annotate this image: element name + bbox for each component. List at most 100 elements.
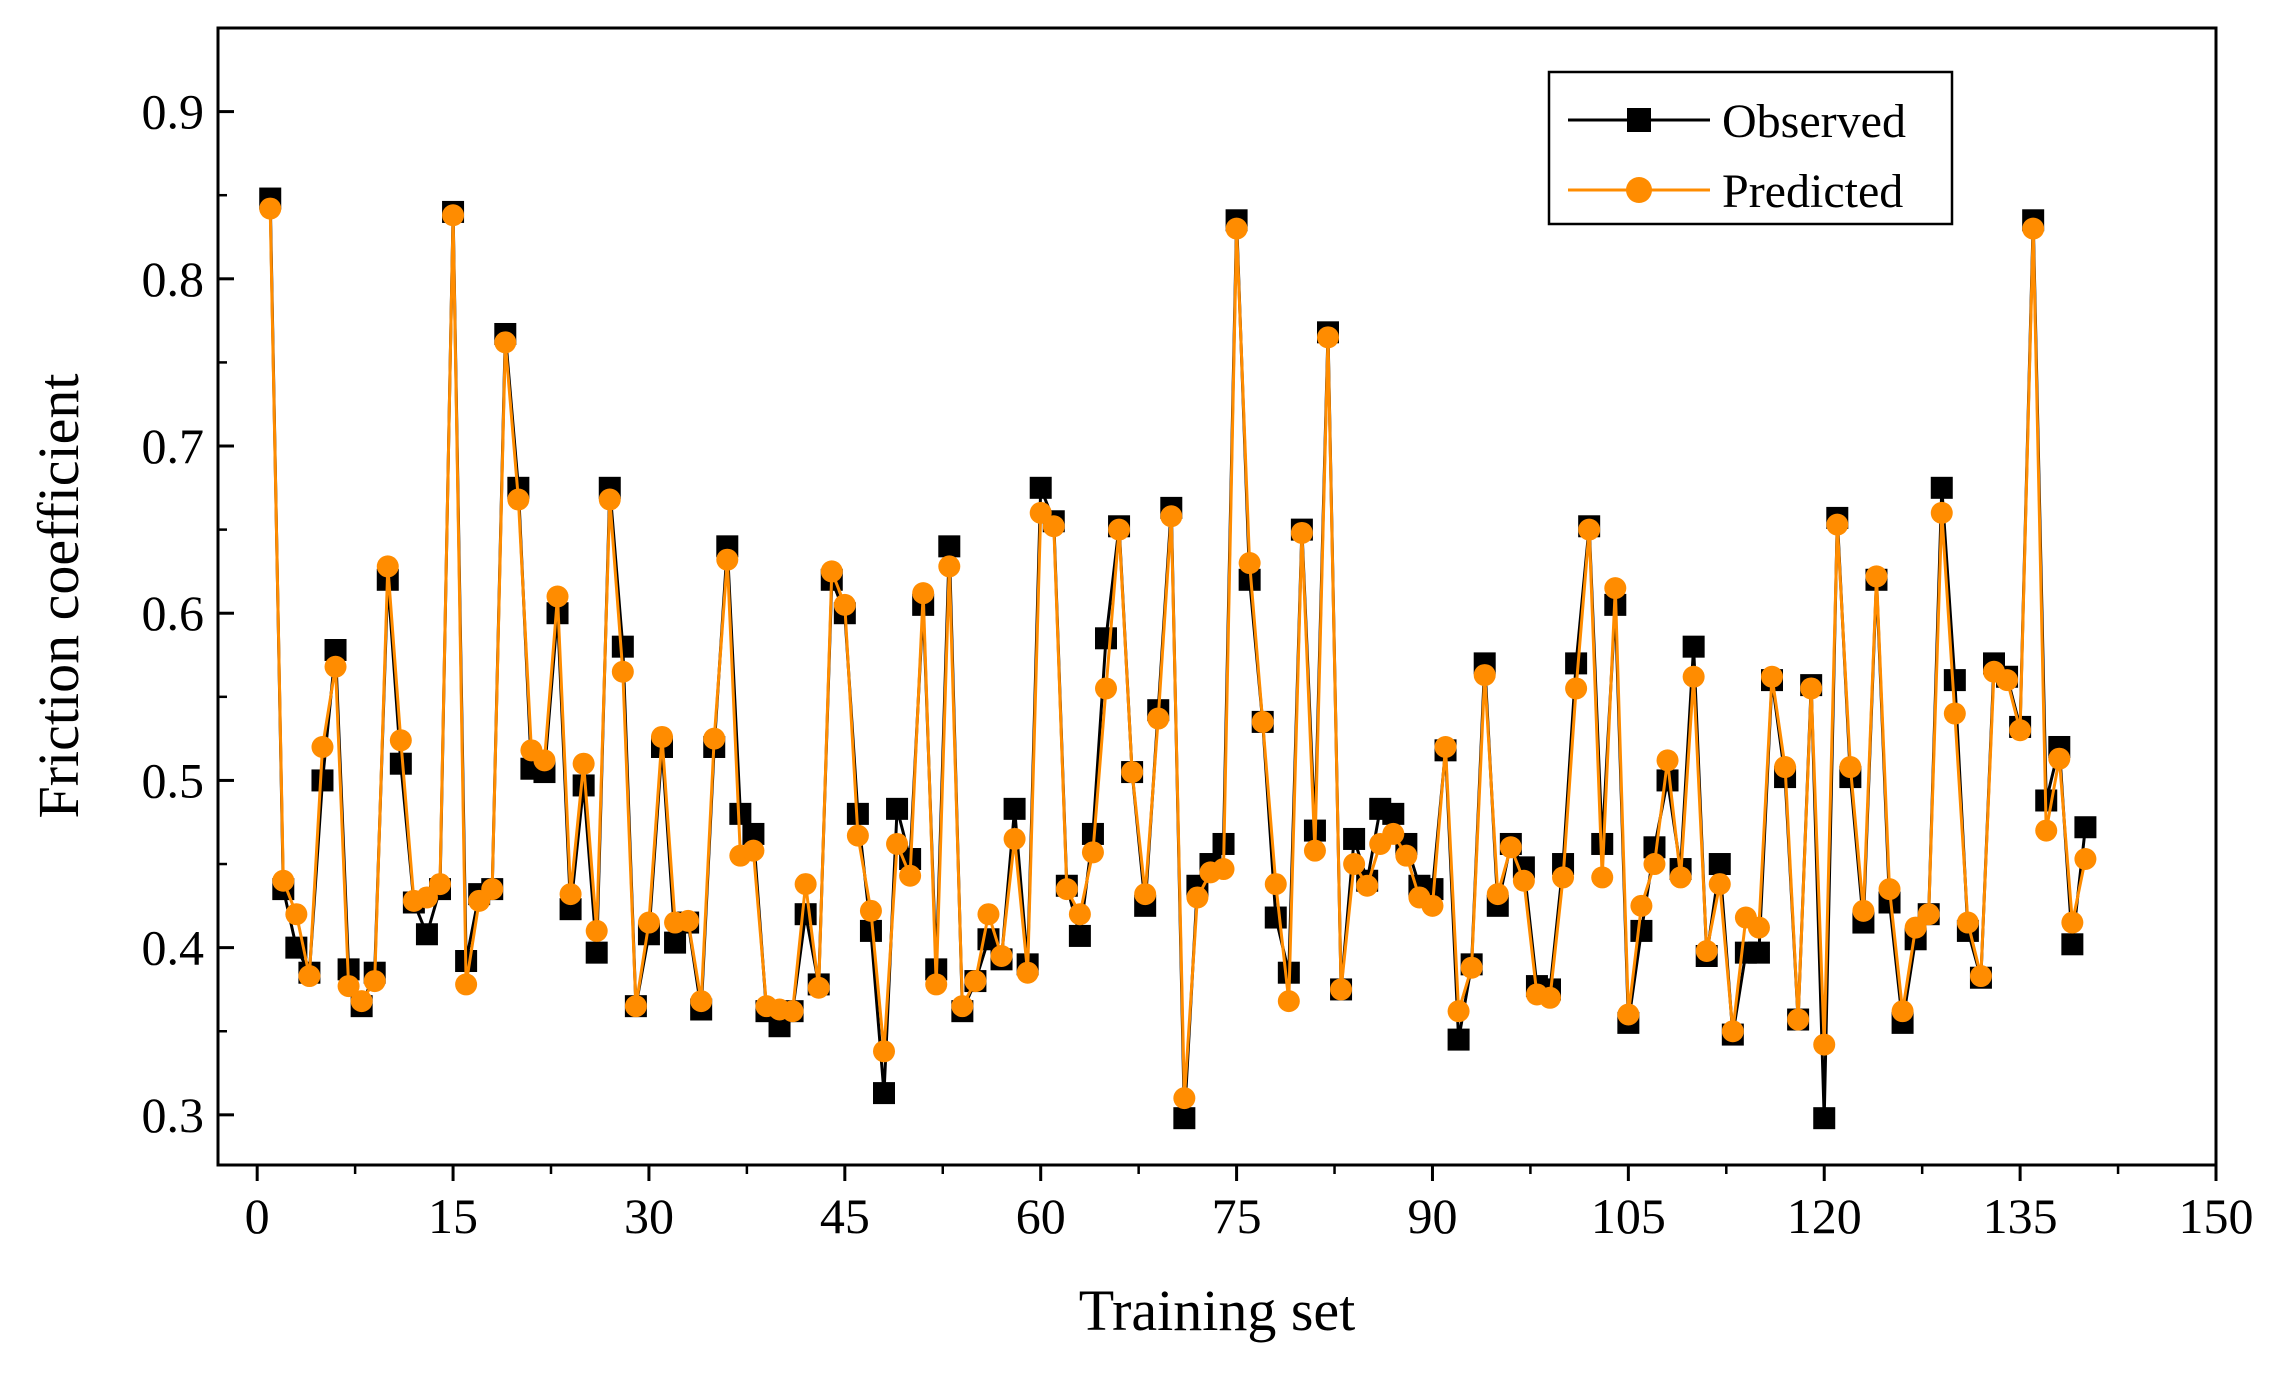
observed-point bbox=[1813, 1107, 1836, 1130]
predicted-point bbox=[1708, 873, 1731, 896]
predicted-point bbox=[1016, 961, 1039, 984]
predicted-point bbox=[1173, 1087, 1196, 1110]
predicted-point bbox=[494, 331, 517, 354]
observed-point bbox=[2061, 933, 2084, 956]
predicted-point bbox=[1343, 853, 1366, 876]
predicted-point bbox=[1578, 518, 1601, 541]
predicted-point bbox=[1930, 501, 1953, 524]
x-tick-label: 135 bbox=[1983, 1188, 2058, 1244]
observed-point bbox=[415, 923, 438, 946]
predicted-point bbox=[1121, 761, 1144, 784]
predicted-point bbox=[1003, 827, 1026, 850]
observed-point bbox=[1747, 941, 1770, 964]
legend: Observed Predicted bbox=[1547, 70, 1954, 226]
predicted-point bbox=[1656, 749, 1679, 772]
predicted-point bbox=[1617, 1003, 1640, 1026]
predicted-point bbox=[1055, 878, 1078, 901]
predicted-point bbox=[677, 909, 700, 932]
x-tick-label: 60 bbox=[1016, 1188, 1066, 1244]
predicted-point bbox=[1787, 1008, 1810, 1031]
predicted-point bbox=[807, 976, 830, 999]
predicted-point bbox=[977, 903, 1000, 926]
predicted-point bbox=[794, 873, 817, 896]
predicted-point bbox=[1682, 665, 1705, 688]
observed-point bbox=[585, 941, 608, 964]
predicted-point bbox=[651, 725, 673, 748]
predicted-point bbox=[1160, 505, 1183, 528]
observed-point bbox=[794, 903, 817, 926]
predicted-point bbox=[1943, 702, 1966, 725]
predicted-point bbox=[690, 990, 713, 1013]
observed-point bbox=[1003, 797, 1026, 820]
observed-point bbox=[611, 635, 634, 658]
x-tick-label: 90 bbox=[1407, 1188, 1457, 1244]
observed-point bbox=[1656, 769, 1679, 792]
predicted-point bbox=[455, 973, 478, 996]
predicted-point bbox=[337, 975, 360, 998]
series-predicted bbox=[259, 197, 2097, 1110]
y-tick-label: 0.9 bbox=[142, 84, 205, 140]
predicted-point bbox=[1081, 841, 1104, 864]
x-axis-ticks: 0 15 30 45 60 75 90 105 120 135 150 bbox=[245, 1165, 2254, 1244]
predicted-point bbox=[533, 749, 556, 772]
predicted-point bbox=[2035, 819, 2058, 842]
predicted-point bbox=[1447, 1000, 1470, 1023]
y-tick-label: 0.7 bbox=[142, 418, 205, 474]
predicted-point bbox=[481, 878, 504, 901]
predicted-point bbox=[1238, 552, 1261, 575]
y-tick-label: 0.8 bbox=[142, 251, 205, 307]
observed-point bbox=[1943, 669, 1966, 692]
legend-observed-label: Observed bbox=[1722, 95, 1906, 148]
observed-point bbox=[664, 931, 687, 954]
predicted-point bbox=[376, 555, 399, 578]
predicted-point bbox=[1330, 978, 1353, 1001]
predicted-point bbox=[1473, 664, 1496, 687]
predicted-point bbox=[1800, 677, 1823, 700]
predicted-point bbox=[1212, 858, 1235, 881]
x-tick-label: 0 bbox=[245, 1188, 270, 1244]
predicted-point bbox=[1264, 873, 1287, 896]
observed-point bbox=[1095, 627, 1117, 650]
predicted-point bbox=[1134, 883, 1157, 906]
predicted-point bbox=[2022, 217, 2045, 240]
legend-box bbox=[1547, 70, 1954, 226]
predicted-point bbox=[1068, 903, 1091, 926]
predicted-point bbox=[1865, 565, 1888, 588]
x-tick-label: 105 bbox=[1591, 1188, 1666, 1244]
predicted-point bbox=[2048, 747, 2071, 770]
x-tick-label: 15 bbox=[428, 1188, 478, 1244]
predicted-point bbox=[1643, 853, 1666, 876]
x-tick-label: 150 bbox=[2179, 1188, 2254, 1244]
y-tick-label: 0.3 bbox=[142, 1087, 205, 1143]
predicted-point bbox=[781, 1000, 804, 1023]
predicted-point bbox=[703, 727, 726, 750]
observed-point bbox=[1173, 1107, 1196, 1130]
predicted-point bbox=[1486, 883, 1509, 906]
predicted-point bbox=[859, 899, 882, 922]
predicted-point bbox=[1565, 677, 1588, 700]
predicted-point bbox=[2009, 719, 2032, 742]
predicted-point bbox=[324, 655, 347, 678]
y-tick-label: 0.5 bbox=[142, 752, 205, 808]
observed-point bbox=[1565, 652, 1588, 675]
predicted-point bbox=[559, 883, 582, 906]
predicted-point bbox=[572, 752, 595, 775]
predicted-point bbox=[389, 729, 412, 752]
predicted-point bbox=[1891, 1000, 1914, 1023]
predicted-point bbox=[1604, 577, 1627, 600]
predicted-point bbox=[1147, 707, 1170, 730]
predicted-point bbox=[1996, 669, 2019, 692]
series-line-predicted bbox=[268, 208, 2087, 1100]
predicted-point bbox=[1852, 899, 1875, 922]
predicted-point bbox=[716, 548, 739, 571]
y-axis-label: Friction coefficient bbox=[26, 373, 91, 818]
legend-predicted-label: Predicted bbox=[1722, 165, 1903, 218]
predicted-point bbox=[1356, 874, 1379, 897]
predicted-point bbox=[350, 990, 373, 1013]
predicted-point bbox=[2061, 911, 2084, 934]
predicted-point bbox=[1095, 677, 1117, 700]
predicted-point bbox=[1290, 521, 1313, 544]
predicted-point bbox=[1552, 866, 1575, 889]
x-axis-label: Training set bbox=[1079, 1278, 1356, 1343]
observed-point bbox=[1068, 924, 1091, 947]
